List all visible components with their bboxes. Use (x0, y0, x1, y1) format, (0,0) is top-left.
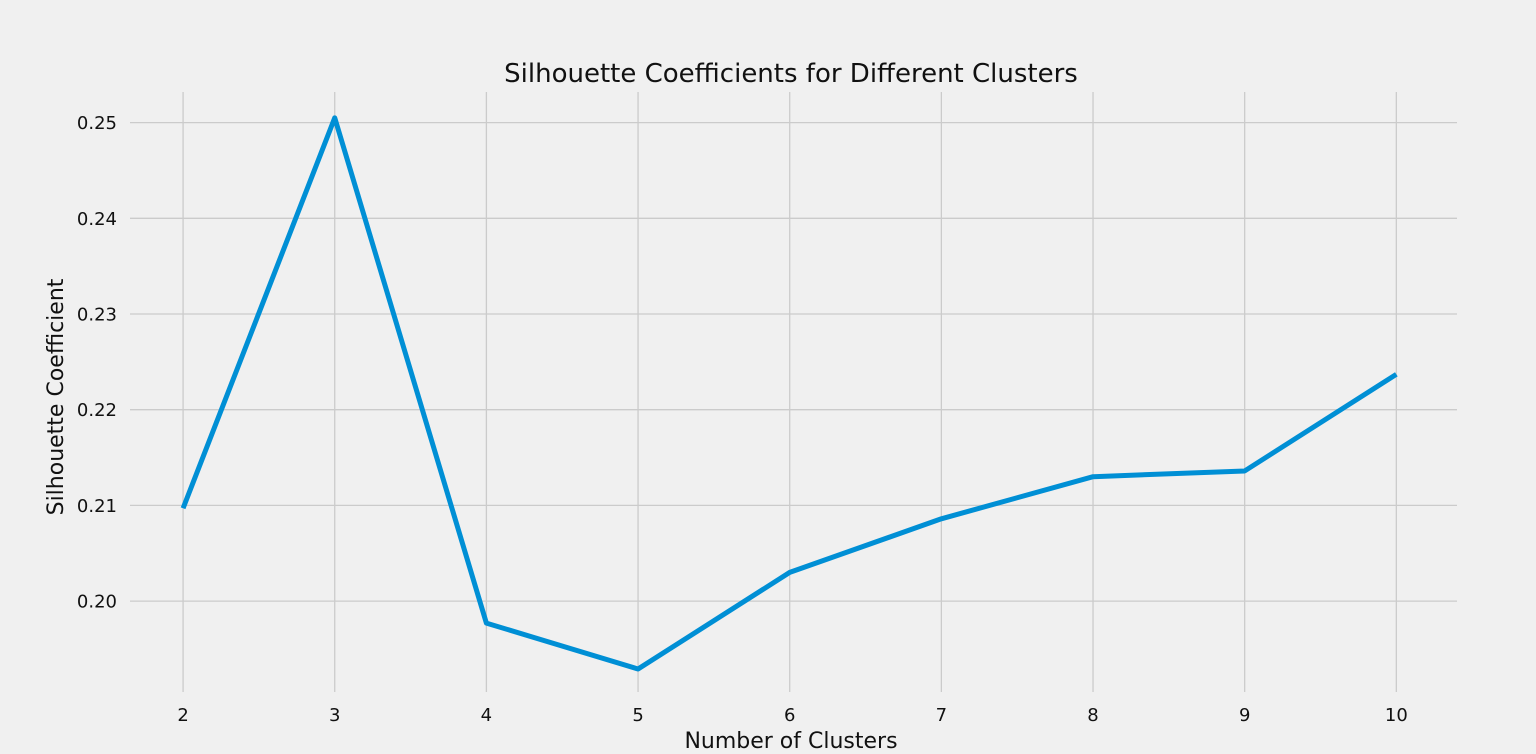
tick-labels: 2 3 4 5 6 7 8 9 10 0.20 0.21 0.22 0.23 0.24 0.25 (77, 113, 1408, 726)
y-tick-label-0.25: 0.25 (77, 113, 117, 134)
y-axis-label: Silhouette Coefficient (44, 278, 69, 515)
series-group (180, 115, 1398, 672)
x-tick-label-6: 6 (784, 705, 795, 726)
x-tick-label-2: 2 (177, 705, 188, 726)
x-tick-label-4: 4 (481, 705, 492, 726)
y-tick-label-0.22: 0.22 (77, 400, 117, 421)
series-line-0 (180, 115, 1398, 672)
x-tick-label-9: 9 (1239, 705, 1250, 726)
x-tick-label-10: 10 (1385, 705, 1408, 726)
x-axis-label: Number of Clusters (684, 729, 897, 754)
y-tick-label-0.21: 0.21 (77, 496, 117, 517)
chart-title: Silhouette Coefficients for Different Cl… (504, 59, 1078, 89)
x-tick-label-5: 5 (632, 705, 643, 726)
grid (130, 92, 1457, 692)
y-tick-label-0.24: 0.24 (77, 209, 117, 230)
x-tick-label-8: 8 (1087, 705, 1098, 726)
y-tick-label-0.23: 0.23 (77, 305, 117, 326)
x-tick-label-7: 7 (936, 705, 947, 726)
x-tick-label-3: 3 (329, 705, 340, 726)
y-tick-label-0.20: 0.20 (77, 592, 117, 613)
